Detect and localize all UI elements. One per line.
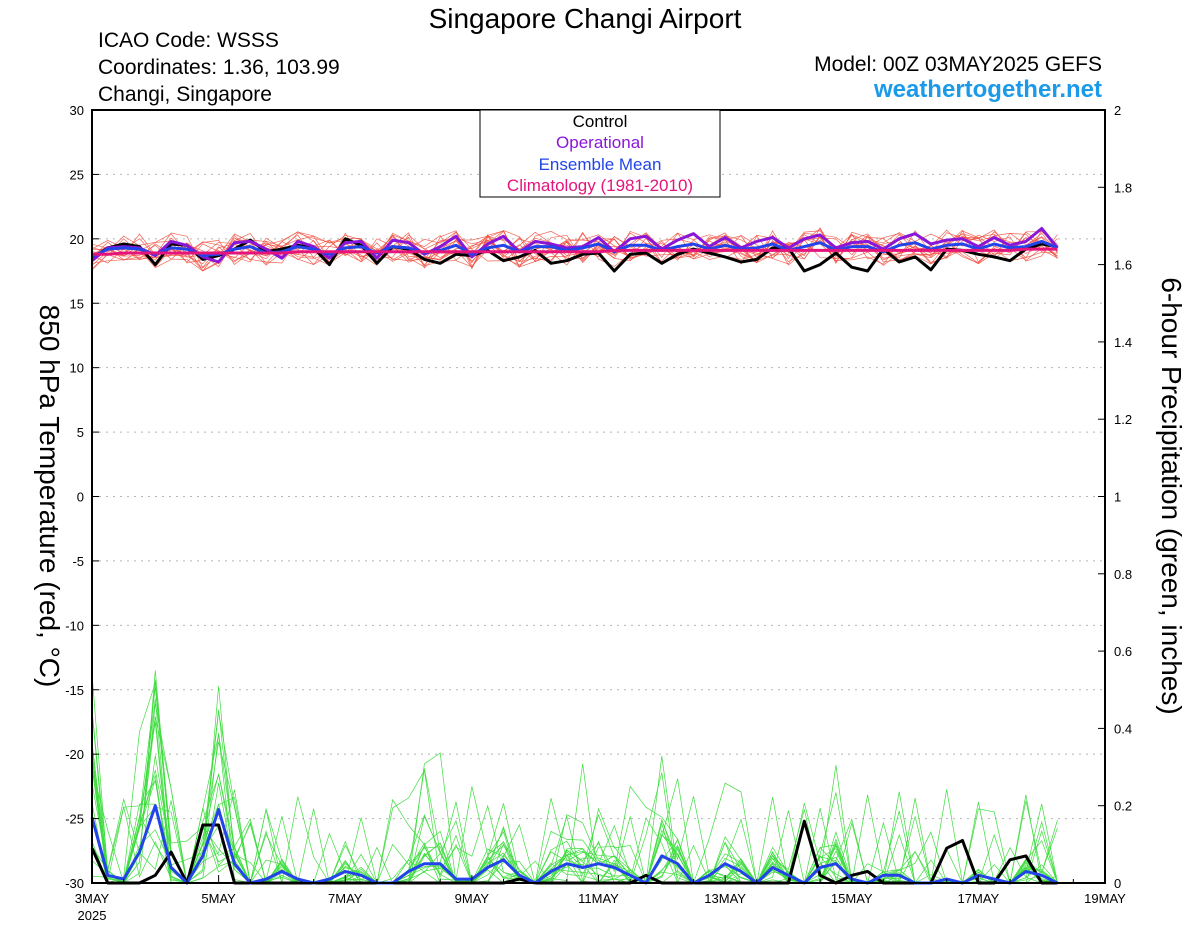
axis-ticks: 302520151050-5-10-15-20-25-3021.81.61.41… [65, 103, 1132, 923]
series-climatology-1981-2010--left [92, 247, 1058, 256]
legend-control: Control [573, 112, 628, 131]
left-tick-label: 20 [70, 232, 84, 247]
ensemble-member-precipitation [91, 670, 1058, 885]
chart-title: Singapore Changi Airport [429, 3, 742, 34]
ensemble-member-precipitation [91, 765, 1058, 884]
legend-operational: Operational [556, 133, 644, 152]
left-tick-label: 30 [70, 103, 84, 118]
left-tick-label: 5 [77, 425, 84, 440]
left-tick-label: 10 [70, 361, 84, 376]
ensemble-member-temperature [91, 229, 1058, 268]
left-tick-label: 0 [77, 490, 84, 505]
left-tick-label: -25 [65, 812, 84, 827]
ensemble-member-precipitation [91, 673, 1058, 884]
x-tick-label: 11MAY [578, 891, 619, 906]
x-tick-label: 19MAY [1084, 891, 1126, 906]
legend-box [479, 109, 721, 198]
left-tick-label: -5 [72, 554, 84, 569]
x-tick-label: 15MAY [831, 891, 873, 906]
left-tick-label: -15 [65, 683, 84, 698]
series-operational-left [91, 227, 1059, 264]
right-tick-label: 2 [1114, 103, 1121, 118]
gridlines [92, 173, 1105, 820]
left-tick-label: 25 [70, 167, 84, 182]
x-tick-label: 17MAY [958, 891, 1000, 906]
right-axis-title: 6-hour Precipitation (green, inches) [1156, 277, 1187, 714]
ensemble-member-temperature [91, 230, 1058, 264]
model-run: Model: 00Z 03MAY2025 GEFS [814, 53, 1102, 76]
right-tick-label: 1.4 [1114, 335, 1132, 350]
ensemble-member-precipitation [91, 722, 1058, 884]
coordinates: Coordinates: 1.36, 103.99 [98, 56, 340, 79]
ensemble-member-precipitation [91, 686, 1058, 884]
site-name: weathertogether.net [873, 76, 1102, 103]
data-lines [90, 226, 1059, 885]
right-tick-label: 0 [1114, 876, 1121, 891]
legend: Control Operational Ensemble Mean Climat… [479, 109, 721, 198]
left-tick-label: -30 [65, 876, 84, 891]
icao-code: ICAO Code: WSSS [98, 29, 279, 52]
right-tick-label: 0.2 [1114, 799, 1132, 814]
ensemble-member-precipitation [91, 744, 1058, 884]
x-tick-label: 5MAY [201, 891, 236, 906]
legend-ensemble-mean: Ensemble Mean [539, 155, 662, 174]
x-tick-label: 13MAY [704, 891, 746, 906]
right-tick-label: 0.8 [1114, 567, 1132, 582]
x-tick-label: 3MAY [75, 891, 110, 906]
left-axis-title: 850 hPa Temperature (red, °C) [34, 305, 65, 688]
left-tick-label: 15 [70, 296, 84, 311]
right-tick-label: 1.8 [1114, 180, 1132, 195]
series-ensemble-mean-left [91, 239, 1059, 259]
location-name: Changi, Singapore [98, 83, 272, 106]
x-tick-year: 2025 [78, 908, 107, 923]
right-tick-label: 0.4 [1114, 721, 1132, 736]
left-tick-label: -10 [65, 618, 84, 633]
right-tick-label: 1.2 [1114, 412, 1132, 427]
right-tick-label: 0.6 [1114, 644, 1132, 659]
right-tick-label: 1.6 [1114, 258, 1132, 273]
left-tick-label: -20 [65, 747, 84, 762]
right-tick-label: 1 [1114, 490, 1121, 505]
ensemble-member-precipitation [91, 733, 1058, 885]
x-tick-label: 9MAY [455, 891, 490, 906]
legend-climatology: Climatology (1981-2010) [507, 176, 693, 195]
x-tick-label: 7MAY [328, 891, 363, 906]
